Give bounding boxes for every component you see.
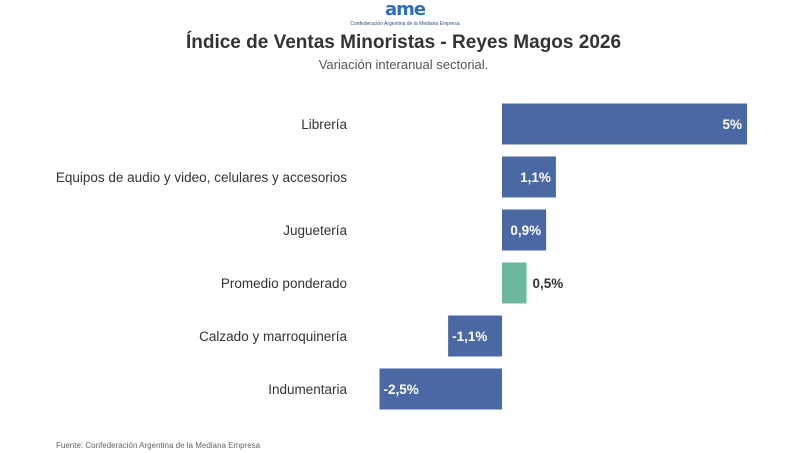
logo-text: Confederación Argentina de la Mediana Em… xyxy=(350,21,460,27)
bar xyxy=(502,156,556,198)
data-label: 1,1% xyxy=(520,170,551,185)
category-label: Indumentaria xyxy=(268,382,347,397)
bar-chart: Librería 5% Equipos de audio y video, celu… xyxy=(56,103,747,410)
bar xyxy=(448,315,502,357)
data-label: 5% xyxy=(722,117,742,132)
category-label: Promedio ponderado xyxy=(221,276,347,291)
data-label: -2,5% xyxy=(384,382,419,397)
bar xyxy=(502,262,527,304)
bar xyxy=(502,209,547,251)
data-label: 0,5% xyxy=(533,276,564,291)
category-label: Librería xyxy=(301,117,347,132)
category-label: Equipos de audio y video, celulares y ac… xyxy=(56,170,347,185)
data-label: -1,1% xyxy=(452,329,487,344)
logo-mark: ame xyxy=(384,0,426,20)
data-label: 0,9% xyxy=(510,223,541,238)
bar xyxy=(379,368,502,410)
chart-subtitle: Variación interanual sectorial. xyxy=(318,57,489,72)
category-label: Juguetería xyxy=(283,223,347,238)
bar xyxy=(502,103,747,145)
category-label: Calzado y marroquinería xyxy=(199,329,347,344)
chart-title: Índice de Ventas Minoristas - Reyes Mago… xyxy=(185,32,622,53)
source-note: Fuente: Confederación Argentina de la Me… xyxy=(56,441,261,450)
